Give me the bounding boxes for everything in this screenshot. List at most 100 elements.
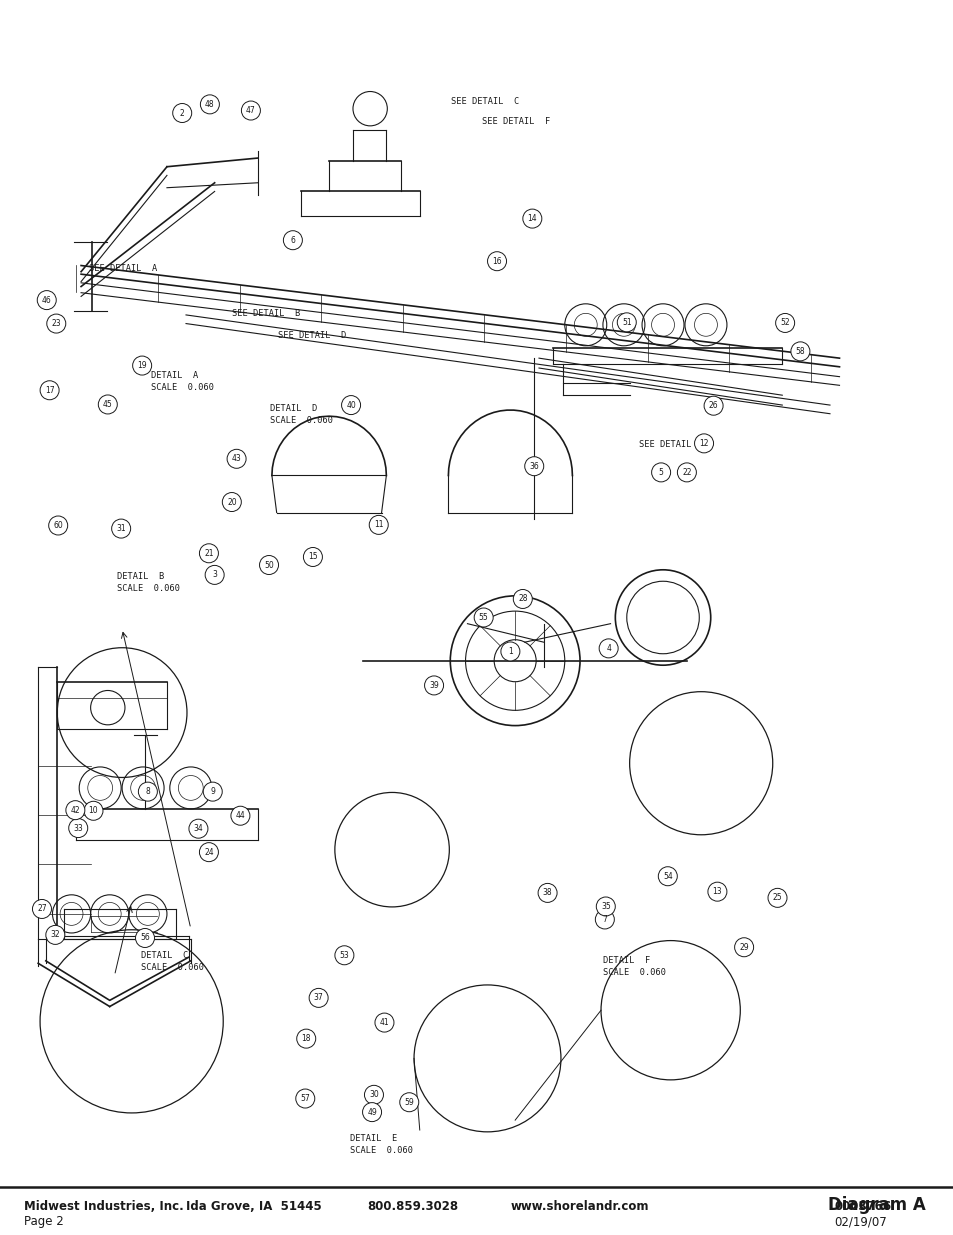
Circle shape xyxy=(205,566,224,584)
Text: 8: 8 xyxy=(146,787,150,797)
Circle shape xyxy=(98,395,117,414)
Text: 29: 29 xyxy=(739,942,748,952)
Text: SEE DETAIL  F: SEE DETAIL F xyxy=(481,117,550,126)
Text: 60: 60 xyxy=(53,521,63,530)
Text: 44: 44 xyxy=(235,811,245,820)
Circle shape xyxy=(362,1103,381,1121)
Circle shape xyxy=(69,819,88,837)
Circle shape xyxy=(487,252,506,270)
Text: 18: 18 xyxy=(301,1034,311,1044)
Circle shape xyxy=(47,314,66,333)
Text: 23: 23 xyxy=(51,319,61,329)
Circle shape xyxy=(66,800,85,820)
Text: 28: 28 xyxy=(517,594,527,604)
Text: 55: 55 xyxy=(478,613,488,622)
Text: DETAIL  E
SCALE  0.060: DETAIL E SCALE 0.060 xyxy=(350,1134,413,1155)
Text: 5: 5 xyxy=(658,468,663,477)
Text: 58: 58 xyxy=(795,347,804,356)
Circle shape xyxy=(775,314,794,332)
Text: 30: 30 xyxy=(369,1091,378,1099)
Text: 16: 16 xyxy=(492,257,501,266)
Text: 19: 19 xyxy=(137,361,147,370)
Text: 38: 38 xyxy=(542,888,552,898)
Text: SEE DETAIL  A: SEE DETAIL A xyxy=(89,264,157,273)
Circle shape xyxy=(46,925,65,945)
Text: SEE DETAIL  B: SEE DETAIL B xyxy=(232,309,300,317)
Text: 14: 14 xyxy=(527,214,537,224)
Text: 10: 10 xyxy=(89,806,98,815)
Text: 2: 2 xyxy=(180,109,184,117)
Text: 32: 32 xyxy=(51,930,60,940)
Circle shape xyxy=(617,312,636,332)
Circle shape xyxy=(227,450,246,468)
Text: 53: 53 xyxy=(339,951,349,960)
Circle shape xyxy=(37,290,56,310)
Text: 15: 15 xyxy=(308,552,317,562)
Text: 9: 9 xyxy=(210,787,215,797)
Circle shape xyxy=(694,433,713,453)
Text: 59: 59 xyxy=(404,1098,414,1107)
Circle shape xyxy=(303,547,322,567)
Text: 40: 40 xyxy=(346,400,355,410)
Circle shape xyxy=(49,516,68,535)
Circle shape xyxy=(474,608,493,627)
Circle shape xyxy=(424,676,443,695)
Circle shape xyxy=(222,493,241,511)
Circle shape xyxy=(295,1089,314,1108)
Text: DETAIL  F
SCALE  0.060: DETAIL F SCALE 0.060 xyxy=(602,956,665,977)
Text: 800.859.3028: 800.859.3028 xyxy=(367,1200,458,1214)
Circle shape xyxy=(537,883,557,903)
Circle shape xyxy=(231,806,250,825)
Text: 37: 37 xyxy=(314,993,323,1003)
Circle shape xyxy=(598,638,618,658)
Text: www.shorelandr.com: www.shorelandr.com xyxy=(510,1200,648,1214)
Circle shape xyxy=(84,802,103,820)
Text: 51: 51 xyxy=(621,317,631,327)
Circle shape xyxy=(658,867,677,885)
Text: 11: 11 xyxy=(374,520,383,530)
Circle shape xyxy=(309,988,328,1008)
Circle shape xyxy=(112,519,131,538)
Circle shape xyxy=(767,888,786,908)
Text: 17: 17 xyxy=(45,385,54,395)
Circle shape xyxy=(199,543,218,563)
Text: DETAIL  D
SCALE  0.060: DETAIL D SCALE 0.060 xyxy=(270,404,333,425)
Circle shape xyxy=(703,396,722,415)
Text: 7: 7 xyxy=(601,915,607,924)
Circle shape xyxy=(399,1093,418,1112)
Circle shape xyxy=(500,642,519,661)
Circle shape xyxy=(595,910,614,929)
Circle shape xyxy=(364,1086,383,1104)
Text: 0003766: 0003766 xyxy=(834,1200,891,1214)
Circle shape xyxy=(172,104,192,122)
Text: 21: 21 xyxy=(204,548,213,558)
Text: 35: 35 xyxy=(600,902,610,911)
Circle shape xyxy=(138,782,157,802)
Text: 41: 41 xyxy=(379,1018,389,1028)
Circle shape xyxy=(375,1013,394,1032)
Circle shape xyxy=(296,1029,315,1049)
Circle shape xyxy=(135,929,154,947)
Circle shape xyxy=(707,882,726,902)
Text: Ida Grove, IA  51445: Ida Grove, IA 51445 xyxy=(186,1200,321,1214)
Text: 36: 36 xyxy=(529,462,538,471)
Text: 47: 47 xyxy=(246,106,255,115)
Text: 46: 46 xyxy=(42,295,51,305)
Circle shape xyxy=(32,899,51,919)
Circle shape xyxy=(189,819,208,839)
Circle shape xyxy=(369,515,388,535)
Text: SEE DETAIL  E: SEE DETAIL E xyxy=(639,440,707,448)
Text: 39: 39 xyxy=(429,680,438,690)
Circle shape xyxy=(283,231,302,249)
Text: 43: 43 xyxy=(232,454,241,463)
Text: 56: 56 xyxy=(140,934,150,942)
Text: 24: 24 xyxy=(204,847,213,857)
Circle shape xyxy=(259,556,278,574)
Text: 27: 27 xyxy=(37,904,47,914)
Circle shape xyxy=(335,946,354,965)
Text: Diagram A: Diagram A xyxy=(827,1195,924,1214)
Circle shape xyxy=(734,937,753,957)
Text: SEE DETAIL  C: SEE DETAIL C xyxy=(450,98,518,106)
Text: 13: 13 xyxy=(712,887,721,897)
Text: 6: 6 xyxy=(290,236,295,245)
